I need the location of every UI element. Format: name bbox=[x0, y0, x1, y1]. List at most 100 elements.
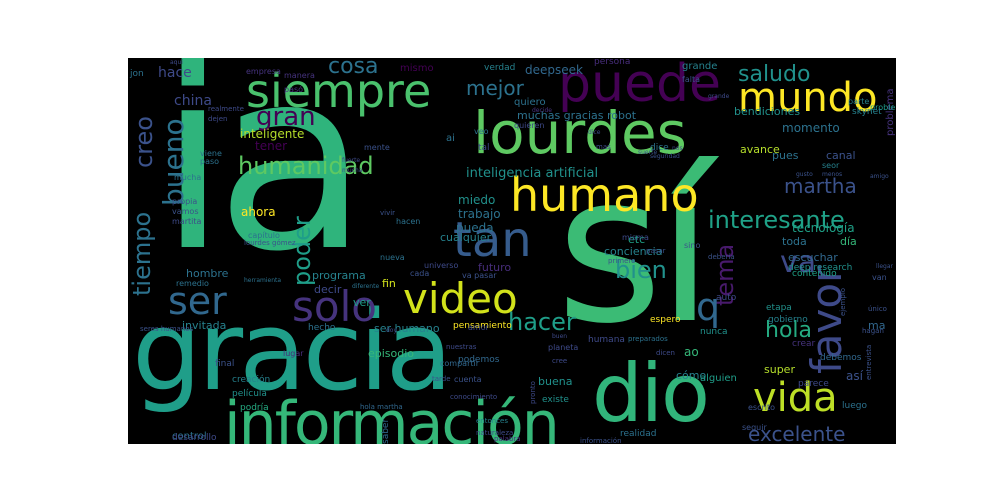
cloud-word: escuchar bbox=[788, 251, 838, 264]
cloud-word: capítulo bbox=[248, 231, 280, 240]
cloud-word: proble bbox=[870, 103, 896, 112]
cloud-word: dice bbox=[650, 143, 669, 153]
cloud-word: tener bbox=[255, 139, 288, 153]
cloud-word: hacer bbox=[508, 308, 576, 336]
cloud-word: parte bbox=[848, 97, 870, 106]
cloud-word: auto bbox=[716, 293, 737, 303]
cloud-word: existe bbox=[542, 395, 569, 405]
cloud-word: primero bbox=[608, 257, 636, 265]
cloud-word: mente bbox=[364, 143, 390, 152]
cloud-word: ejemplo bbox=[839, 287, 847, 316]
cloud-word: humana bbox=[588, 335, 625, 345]
cloud-word: va pasar bbox=[462, 271, 497, 280]
cloud-word: cualquier bbox=[440, 231, 492, 244]
cloud-word: mas bbox=[596, 143, 611, 151]
cloud-word: ao bbox=[684, 345, 699, 359]
cloud-word: hola martha bbox=[360, 403, 403, 411]
cloud-word: mejor bbox=[466, 76, 524, 100]
cloud-word: nueva bbox=[380, 253, 405, 262]
cloud-word: invitada bbox=[182, 319, 227, 332]
cloud-word: excelente bbox=[748, 422, 846, 444]
cloud-word: martha bbox=[784, 174, 857, 198]
cloud-word: martita bbox=[172, 217, 202, 226]
cloud-word: entrevista bbox=[865, 344, 873, 380]
cloud-word: nuestras bbox=[446, 343, 477, 351]
cloud-word: menos bbox=[822, 171, 843, 178]
cloud-word: conciencia bbox=[604, 245, 663, 258]
cloud-word: bueno bbox=[157, 118, 190, 206]
cloud-word: mucha bbox=[342, 167, 363, 174]
cloud-word: fin bbox=[382, 277, 396, 290]
cloud-word: gobierno bbox=[768, 315, 808, 325]
cloud-word: super bbox=[764, 363, 795, 376]
cloud-word: decir bbox=[314, 283, 342, 296]
cloud-word: ma bbox=[868, 319, 886, 332]
cloud-word: podemos bbox=[458, 355, 500, 365]
cloud-word: planeta bbox=[548, 343, 579, 352]
cloud-word: suerte bbox=[638, 149, 658, 156]
cloud-word: tiempo bbox=[128, 211, 156, 296]
cloud-word: toda bbox=[782, 235, 807, 248]
cloud-word: pronto bbox=[529, 381, 537, 404]
cloud-word: solo bbox=[292, 282, 377, 331]
cloud-word: único bbox=[868, 305, 887, 313]
cloud-word: película bbox=[232, 389, 267, 399]
cloud-word: contenido bbox=[792, 269, 837, 279]
cloud-word: grande bbox=[708, 93, 730, 100]
cloud-word: información bbox=[224, 389, 560, 444]
cloud-word: empresa bbox=[246, 67, 281, 76]
cloud-word: puede bbox=[558, 58, 721, 114]
cloud-word: alguien bbox=[700, 373, 737, 384]
cloud-word: poder bbox=[288, 216, 316, 286]
cloud-word: dejen bbox=[208, 115, 228, 123]
cloud-word: debería bbox=[708, 253, 735, 261]
cloud-word: seor bbox=[822, 161, 840, 170]
cloud-word: cómo bbox=[676, 369, 707, 382]
cloud-word: parece bbox=[798, 379, 829, 389]
cloud-word: hagan bbox=[862, 327, 884, 335]
cloud-word: miedo bbox=[458, 193, 496, 207]
cloud-word: día bbox=[840, 235, 857, 248]
cloud-word: naturaleza bbox=[476, 429, 514, 437]
cloud-word: dio bbox=[592, 347, 710, 440]
cloud-word: diferente bbox=[352, 283, 380, 290]
cloud-word: control bbox=[172, 431, 207, 442]
cloud-word: jon bbox=[130, 69, 144, 79]
cloud-word: futuro bbox=[478, 261, 512, 274]
cloud-word: hace bbox=[158, 65, 192, 81]
cloud-word: trabajo bbox=[458, 207, 501, 221]
cloud-word: creación bbox=[232, 375, 271, 385]
cloud-word: gracia bbox=[132, 287, 453, 415]
cloud-word: llegar bbox=[876, 263, 893, 270]
cloud-word: creo bbox=[130, 116, 158, 168]
cloud-word: inteligente bbox=[240, 127, 305, 141]
cloud-word: desarrollo bbox=[172, 433, 217, 443]
cloud-word: bien bbox=[615, 256, 667, 284]
cloud-word: misma bbox=[622, 233, 649, 242]
cloud-word: conocimiento bbox=[450, 393, 498, 401]
cloud-word: buen bbox=[552, 333, 568, 340]
cloud-word: quiero bbox=[514, 97, 546, 108]
cloud-word: sino bbox=[684, 241, 701, 250]
cloud-word: pensamiento bbox=[453, 321, 512, 331]
cloud-word: tecnología bbox=[792, 221, 855, 235]
cloud-word: gusto bbox=[796, 171, 813, 178]
cloud-word: realmente bbox=[208, 105, 244, 113]
cloud-word: tal bbox=[478, 143, 490, 153]
cloud-word: problema bbox=[885, 88, 896, 136]
cloud-word: cuenta bbox=[454, 375, 482, 384]
cloud-word: deep research bbox=[788, 263, 853, 273]
word-cloud: sí ia gracia lourdes dio información pue… bbox=[128, 58, 896, 444]
cloud-word: final bbox=[215, 359, 235, 369]
cloud-word: interesante bbox=[708, 206, 845, 234]
cloud-word: fuerte bbox=[342, 157, 361, 164]
cloud-word: hacen bbox=[396, 217, 421, 226]
cloud-word: grande bbox=[682, 61, 718, 72]
cloud-word: amigo bbox=[870, 173, 889, 180]
cloud-word: bendiciones bbox=[734, 105, 801, 118]
cloud-word: doy bbox=[386, 327, 398, 334]
cloud-word: van bbox=[872, 273, 887, 282]
cloud-word: ser bbox=[168, 279, 227, 323]
cloud-word: nunca bbox=[700, 327, 728, 337]
cloud-word: podría bbox=[240, 403, 269, 413]
